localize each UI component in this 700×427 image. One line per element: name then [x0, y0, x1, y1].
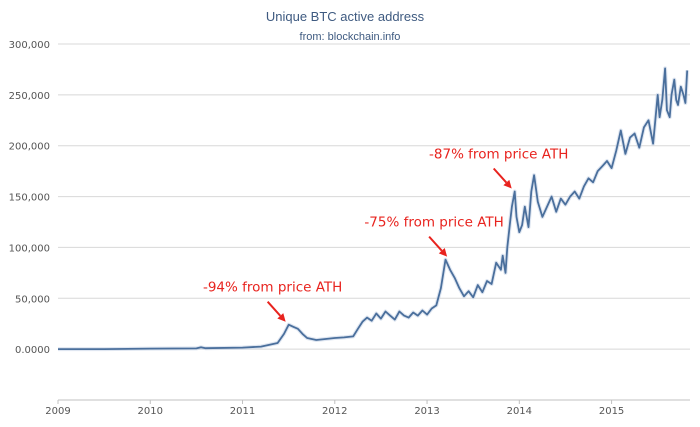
- x-tick-label: 2015: [599, 406, 624, 417]
- y-tick-label: 150,000: [9, 193, 50, 204]
- series-line-shadow: [58, 66, 690, 352]
- series-layer: [58, 66, 690, 352]
- y-tick-label: 250,000: [9, 91, 50, 102]
- series-line: [58, 67, 689, 351]
- annotation-arrow-head: [438, 248, 448, 257]
- annotation-layer: -94% from price ATH -75% from price ATH -8…: [203, 146, 568, 322]
- chart-title: Unique BTC active address: [266, 9, 425, 24]
- x-tick-label: 2009: [45, 406, 70, 417]
- annotation-arrow-shaft: [266, 301, 282, 317]
- annotation-label: -87% from price ATH: [429, 146, 568, 162]
- annotation-arrow-head: [503, 179, 512, 189]
- chart-subtitle: from: blockchain.info: [300, 31, 401, 43]
- annotation-arrow-head: [277, 313, 286, 322]
- x-tick-label: 2012: [322, 406, 347, 417]
- grid-layer: [58, 43, 690, 350]
- x-tick-label: 2011: [230, 406, 255, 417]
- y-tick-label: 200,000: [9, 142, 50, 153]
- annotation-label: -94% from price ATH: [203, 280, 342, 296]
- annotation-arrow-shaft: [428, 235, 443, 252]
- annotation-arrow-shaft: [492, 167, 508, 184]
- annotation-label: -75% from price ATH: [364, 215, 503, 231]
- y-tick-label: 100,000: [9, 243, 50, 254]
- y-axis: 0.0000 50,000 100,000 150,000 200,000 250,000…: [9, 40, 50, 356]
- y-tick-label: 50,000: [15, 294, 50, 305]
- y-tick-label: 300,000: [9, 40, 50, 51]
- x-tick-label: 2014: [507, 406, 532, 417]
- x-axis: 2009 2010 2011 2012 2013 2014 2015: [45, 399, 690, 417]
- x-tick-label: 2013: [414, 406, 439, 417]
- x-tick-label: 2010: [138, 406, 163, 417]
- y-tick-label: 0.0000: [15, 345, 50, 356]
